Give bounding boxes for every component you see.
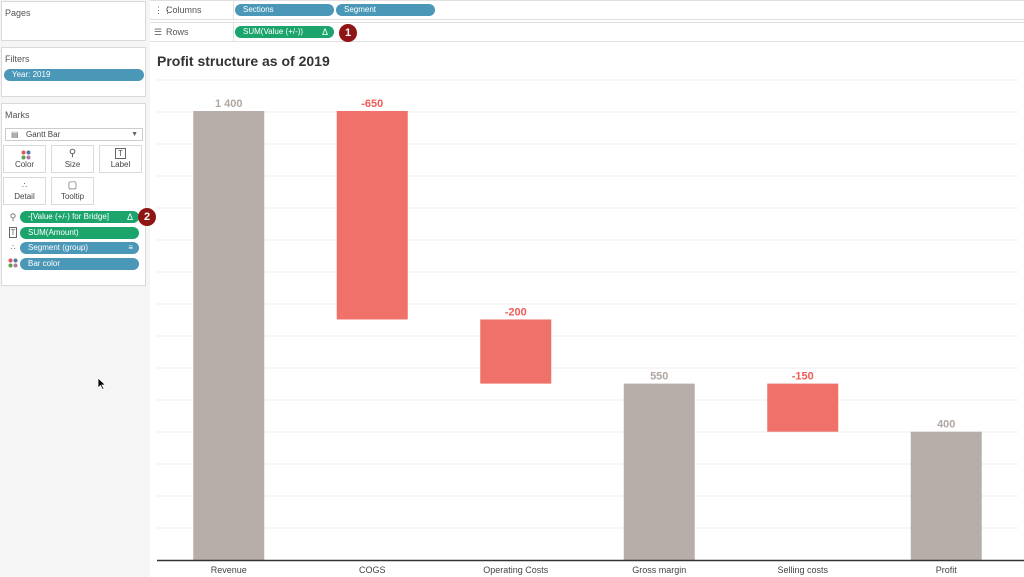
tooltip-button[interactable]: ▢ Tooltip (51, 177, 94, 205)
columns-pill-segment[interactable]: Segment (336, 4, 435, 16)
sort-icon: ≡ (128, 243, 133, 252)
marks-pill-sum-amount[interactable]: SUM(Amount) (20, 227, 139, 239)
rows-shelf[interactable]: ☰ Rows SUM(Value (+/-)) Δ (150, 22, 1024, 42)
rows-pill-sum-value-label: SUM(Value (+/-)) (243, 27, 304, 36)
size-button-label: Size (64, 160, 81, 169)
filters-title: Filters (5, 54, 30, 64)
pages-card[interactable]: Pages (1, 1, 146, 41)
annotation-badge-1: 1 (339, 24, 357, 42)
detail-icon: ∴ (10, 243, 16, 252)
label-icon: T (8, 227, 18, 238)
delta-icon: Δ (126, 212, 133, 222)
bar-profit[interactable] (910, 431, 982, 560)
columns-icon: ⋮⋮ (154, 5, 172, 15)
bar-selling-costs[interactable] (767, 383, 839, 432)
data-label: 400 (937, 419, 955, 431)
label-button-label: Label (110, 160, 131, 169)
x-tick-label: Revenue (211, 565, 247, 575)
pages-title: Pages (5, 8, 31, 18)
data-label: -650 (361, 98, 383, 110)
color-button[interactable]: Color (3, 145, 46, 173)
color-button-label: Color (14, 160, 35, 169)
x-tick-label: Gross margin (632, 565, 686, 575)
bar-cogs[interactable] (336, 111, 408, 320)
shelf-divider (233, 23, 234, 41)
label-button[interactable]: T Label (99, 145, 142, 173)
size-icon: ⚲ (68, 148, 77, 159)
marks-pill-value-for-bridge[interactable]: -[Value (+/-) for Bridge] Δ (20, 211, 139, 223)
x-tick-label: COGS (359, 565, 386, 575)
shelf-divider (233, 1, 234, 19)
color-dots-icon (21, 150, 31, 160)
chart-title: Profit structure as of 2019 (157, 53, 330, 69)
detail-button[interactable]: ∴ Detail (3, 177, 46, 205)
marks-pill-segment-group-label: Segment (group) (28, 243, 89, 252)
color-dots-icon (8, 258, 18, 268)
bar-revenue[interactable] (193, 111, 265, 560)
x-tick-label: Selling costs (777, 565, 828, 575)
marks-pill-segment-group[interactable]: Segment (group) ≡ (20, 242, 139, 254)
marks-title: Marks (5, 110, 30, 120)
mouse-cursor-icon (97, 377, 107, 391)
left-panel: Pages Filters Year: 2019 Marks ▤ Gantt B… (0, 0, 156, 577)
filters-card[interactable]: Filters Year: 2019 (1, 47, 146, 97)
mark-type-select[interactable]: ▤ Gantt Bar ▼ (5, 128, 143, 141)
x-tick-label: Operating Costs (483, 565, 549, 575)
data-label: 550 (650, 371, 668, 383)
label-icon: T (100, 148, 141, 159)
annotation-badge-2: 2 (138, 208, 156, 226)
marks-card: Marks ▤ Gantt Bar ▼ Color ⚲ Size T Label… (1, 103, 146, 286)
tooltip-button-label: Tooltip (60, 192, 85, 201)
mark-type-value: Gantt Bar (26, 130, 61, 139)
columns-shelf-label: ⋮⋮Columns (154, 5, 202, 15)
rows-shelf-label: ☰ Rows (154, 27, 189, 37)
data-label: 1 400 (215, 98, 243, 110)
rows-pill-sum-value[interactable]: SUM(Value (+/-)) Δ (235, 26, 334, 38)
filter-pill-year[interactable]: Year: 2019 (4, 69, 144, 81)
detail-icon: ∴ (21, 181, 28, 190)
marks-pill-value-for-bridge-label: -[Value (+/-) for Bridge] (28, 212, 109, 221)
marks-pill-bar-color[interactable]: Bar color (20, 258, 139, 270)
chevron-down-icon: ▼ (131, 131, 138, 138)
rows-icon: ☰ (154, 27, 163, 37)
data-label: -200 (505, 306, 527, 318)
bar-gross-margin[interactable] (623, 383, 695, 560)
delta-icon: Δ (321, 27, 328, 37)
detail-button-label: Detail (14, 192, 35, 201)
size-icon: ⚲ (9, 212, 17, 222)
columns-shelf[interactable]: ⋮⋮Columns Sections Segment (150, 0, 1024, 20)
bar-operating-costs[interactable] (480, 319, 552, 384)
size-button[interactable]: ⚲ Size (51, 145, 94, 173)
tooltip-icon: ▢ (67, 180, 78, 191)
columns-pill-sections[interactable]: Sections (235, 4, 334, 16)
data-label: -150 (792, 371, 814, 383)
x-tick-label: Profit (936, 565, 958, 575)
gantt-bar-icon: ▤ (11, 130, 19, 139)
